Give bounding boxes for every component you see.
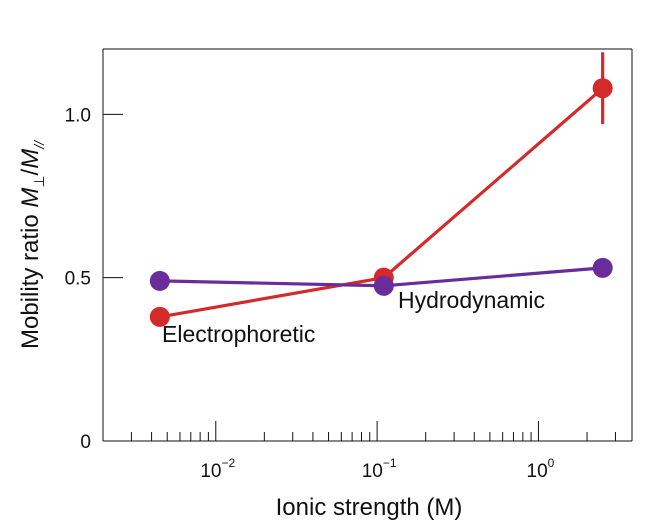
x-axis: 10−2 10−1 100 [102, 421, 632, 482]
point-hydrodynamic [592, 257, 613, 278]
x-tick-label: 10−1 [362, 456, 397, 482]
series-labels: Hydrodynamic Electrophoretic [162, 287, 545, 347]
series-label-electrophoretic: Electrophoretic [162, 321, 315, 347]
y-axis: 0 0.5 1.0 [65, 49, 123, 453]
plot-frame [103, 48, 633, 441]
point-electrophoretic [592, 78, 613, 99]
point-hydrodynamic [373, 275, 394, 296]
x-axis-title: Ionic strength (M) [276, 494, 463, 521]
y-axis-title: Mobility ratio M⊥/M// [17, 139, 47, 349]
y-tick-label: 1.0 [65, 105, 91, 126]
series-label-hydrodynamic: Hydrodynamic [398, 287, 545, 313]
point-hydrodynamic [149, 270, 170, 291]
x-tick-label: 10−2 [200, 456, 235, 482]
x-tick-label: 100 [527, 456, 555, 482]
y-tick-label: 0.5 [65, 269, 91, 290]
point-electrophoretic [149, 306, 170, 327]
series-group [149, 52, 613, 327]
y-tick-label: 0 [80, 432, 91, 453]
